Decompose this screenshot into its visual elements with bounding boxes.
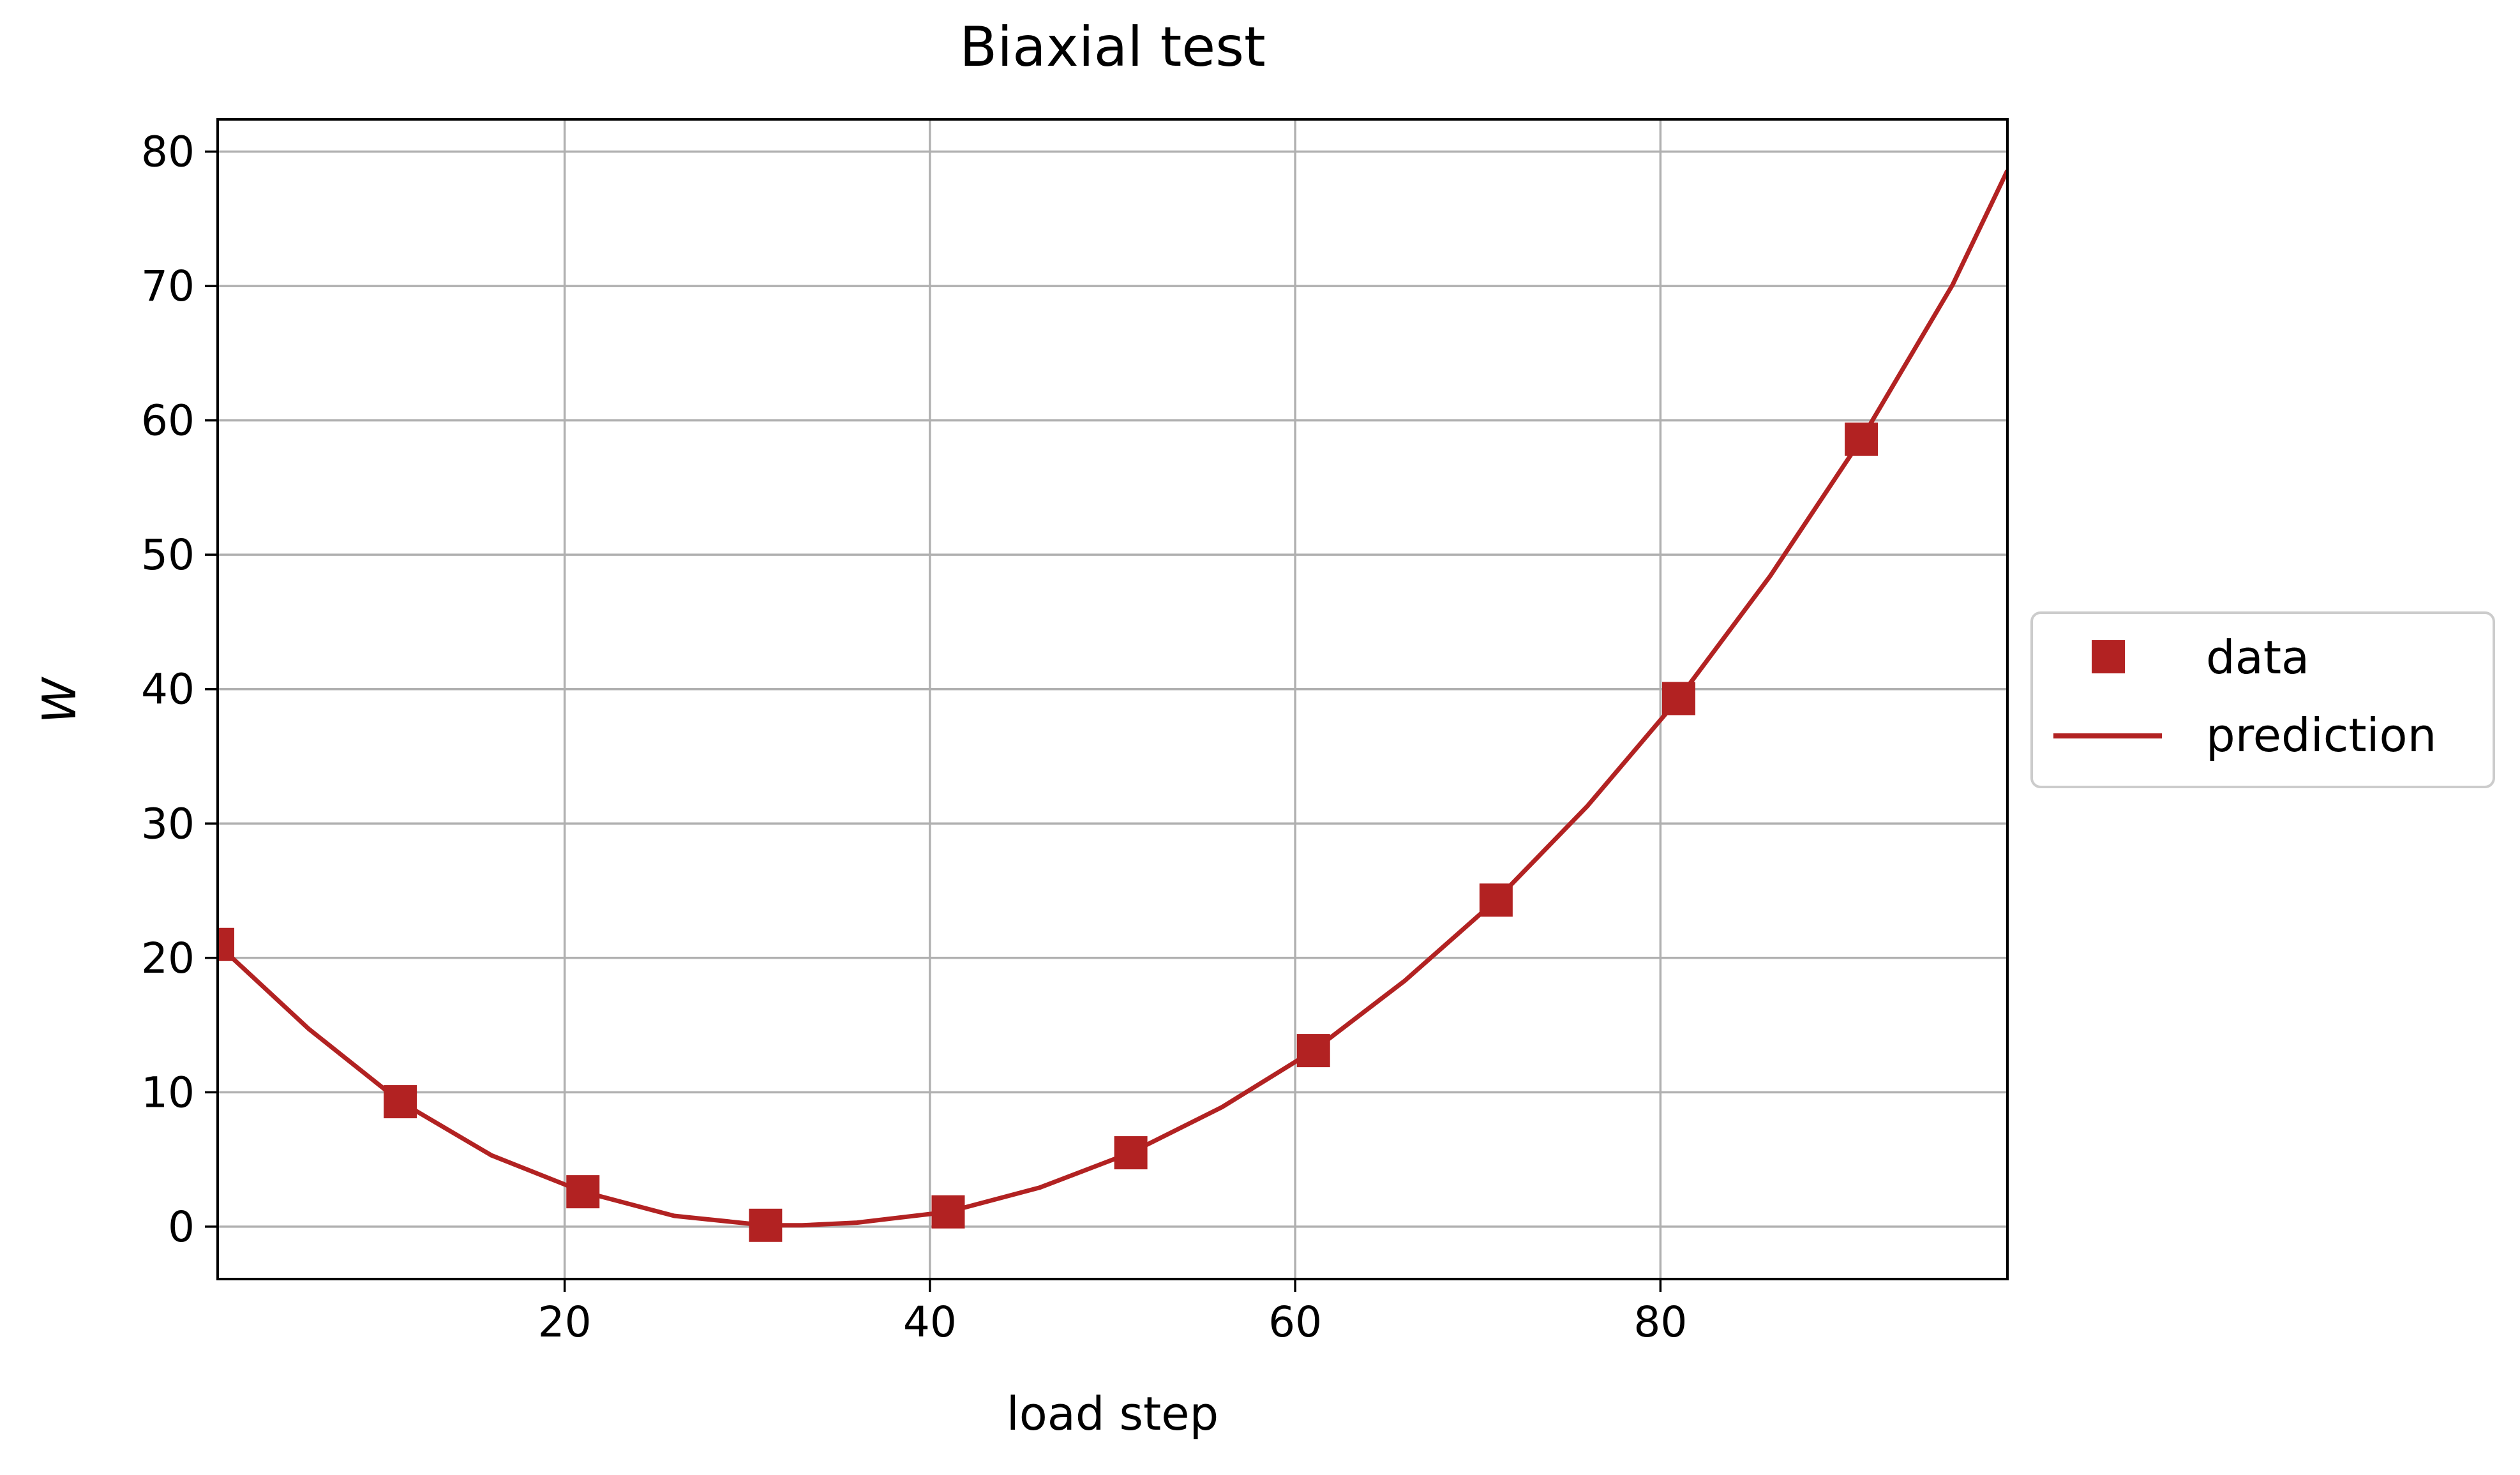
data-point (218, 927, 234, 961)
legend-box (2030, 611, 2495, 788)
y-axis: 0 10 20 30 40 50 60 70 80 (141, 128, 218, 1252)
data-point (1479, 883, 1513, 917)
x-axis-label: load step (1007, 1387, 1219, 1441)
y-tick-label: 80 (141, 128, 195, 177)
y-tick-label: 30 (141, 799, 195, 848)
x-axis: 20 40 60 80 (538, 1279, 1687, 1347)
prediction-line (218, 169, 2007, 1228)
data-point (1661, 682, 1695, 715)
series-group (218, 169, 2007, 1242)
legend-label-data: data (2206, 631, 2309, 684)
data-point (931, 1195, 965, 1229)
plot-area (218, 169, 2007, 1242)
x-tick-label: 20 (538, 1298, 592, 1347)
x-tick-label: 80 (1633, 1298, 1687, 1347)
legend-marker-data (2092, 640, 2125, 673)
y-tick-label: 20 (141, 934, 195, 983)
grid (218, 119, 2007, 1279)
data-point (1296, 1034, 1330, 1068)
axes-frame (216, 118, 2009, 1280)
data-point (566, 1175, 600, 1209)
y-tick-label: 0 (168, 1202, 195, 1252)
data-point (384, 1085, 417, 1119)
x-tick-label: 60 (1268, 1298, 1322, 1347)
legend: data prediction (2030, 611, 2495, 788)
y-tick-label: 70 (141, 262, 195, 311)
chart-title: Biaxial test (959, 15, 1265, 79)
data-point (749, 1208, 783, 1242)
y-tick-label: 50 (141, 530, 195, 580)
y-tick-label: 10 (141, 1068, 195, 1117)
x-tick-label: 40 (903, 1298, 957, 1347)
data-point (1114, 1136, 1148, 1170)
y-tick-label: 60 (141, 396, 195, 445)
legend-label-prediction: prediction (2206, 708, 2436, 762)
data-point (1845, 423, 1879, 456)
y-tick-label: 40 (141, 665, 195, 714)
y-axis-label: W (33, 677, 86, 724)
